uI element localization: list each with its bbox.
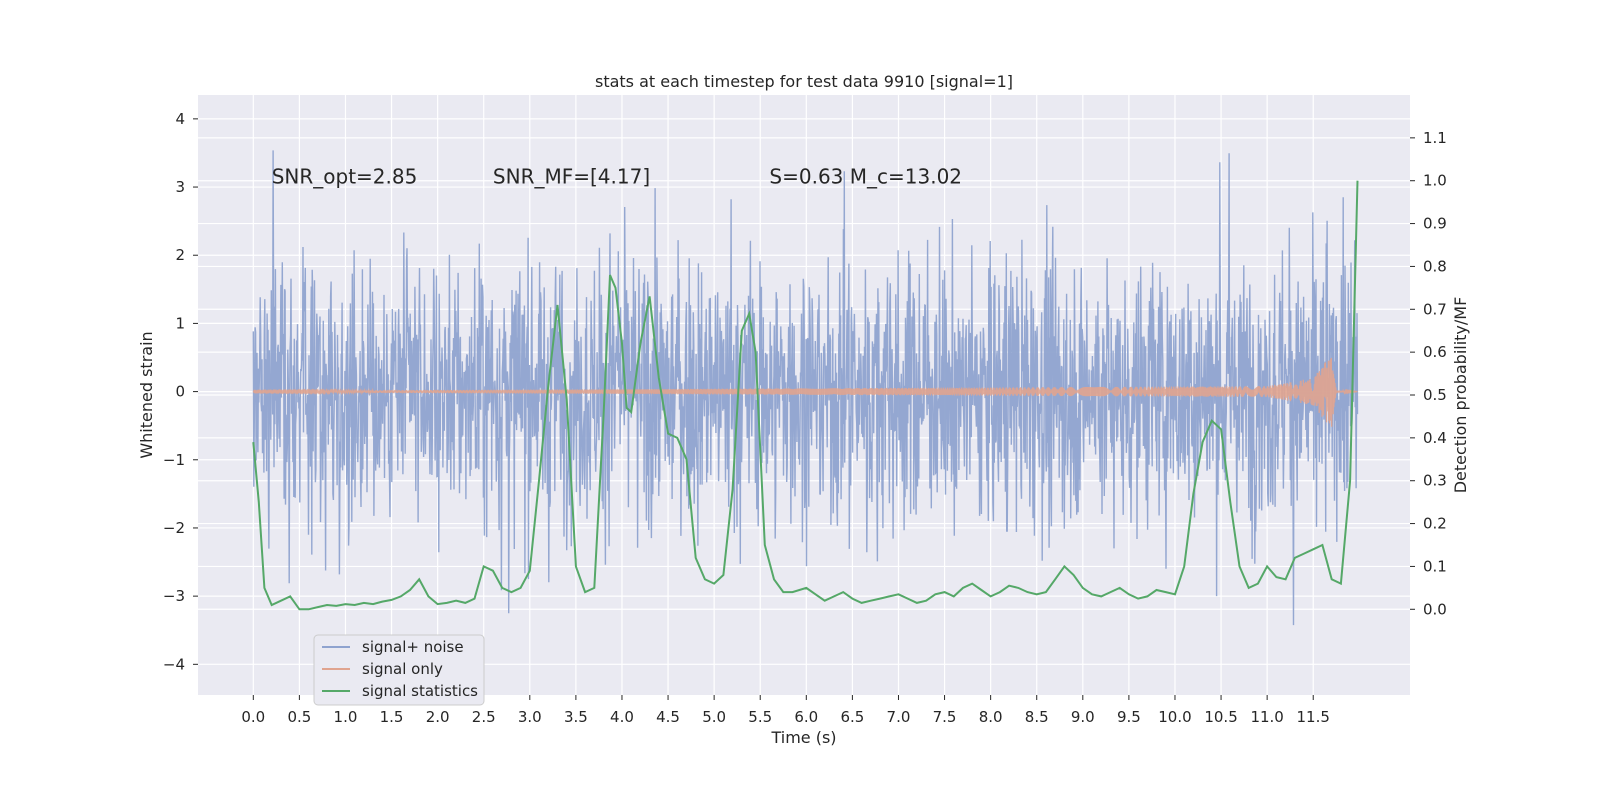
legend-label: signal statistics [362,682,478,700]
x-tick-label: 1.5 [380,708,404,726]
y-right-tick-label: 0.6 [1423,343,1447,361]
x-tick-label: 7.5 [933,708,957,726]
y-tick-label: 1 [175,314,185,332]
legend-label: signal only [362,660,443,678]
y-axis-label: Whitened strain [137,331,156,458]
y-tick-label: 2 [175,246,185,264]
x-tick-label: 9.0 [1071,708,1095,726]
y-right-tick-label: 0.9 [1423,215,1447,233]
legend-label: signal+ noise [362,638,464,656]
series-signal-only [252,357,1358,427]
y-right-tick-label: 0.7 [1423,300,1447,318]
x-tick-label: 6.0 [794,708,818,726]
x-tick-label: 6.5 [840,708,864,726]
chart-title: stats at each timestep for test data 991… [595,72,1013,91]
y-right-tick-label: 0.2 [1423,515,1447,533]
x-tick-label: 5.5 [748,708,772,726]
x-tick-label: 8.5 [1025,708,1049,726]
annotation-1: SNR_MF=[4.17] [493,165,650,189]
legend-box [313,634,485,706]
annotation-0: SNR_opt=2.85 [272,165,418,189]
y-tick-label: 0 [175,383,185,401]
x-tick-label: 7.0 [887,708,911,726]
annotation-2: S=0.63 M_c=13.02 [769,165,962,189]
x-tick-label: 0.5 [287,708,311,726]
x-tick-label: 10.5 [1204,708,1237,726]
y-axis-right-label: Detection probability/MF [1451,297,1470,494]
x-tick-label: 3.0 [518,708,542,726]
y-right-tick-label: 0.4 [1423,429,1447,447]
y-right-tick-label: 0.0 [1423,600,1447,618]
signal-statistics-line [252,180,1359,611]
x-tick-label: 4.0 [610,708,634,726]
x-tick-label: 0.0 [241,708,265,726]
y-right-tick-label: 0.5 [1423,386,1447,404]
y-right-tick-label: 0.1 [1423,557,1447,575]
x-tick-label: 2.5 [472,708,496,726]
y-tick-label: −1 [163,451,185,469]
y-tick-label: −3 [163,587,185,605]
y-right-tick-label: 1.0 [1423,172,1447,190]
x-tick-label: 5.0 [702,708,726,726]
series-signal-statistics [252,180,1359,611]
x-tick-label: 11.0 [1250,708,1283,726]
y-tick-label: 4 [175,110,185,128]
legend: signal+ noise signal only signal statistic… [313,634,485,706]
y-right-tick-label: 1.1 [1423,129,1447,147]
x-tick-label: 1.0 [334,708,358,726]
signal-only-line [252,357,1358,427]
y-right-tick-label: 0.3 [1423,472,1447,490]
x-tick-label: 3.5 [564,708,588,726]
axis-ticks: 0.0 0.5 1.0 1.5 2.0 2.5 3.0 3.5 4.0 4.5 5.0 5.5 6.0 6… [163,110,1447,726]
signal-plus-noise-line [252,150,1359,626]
x-tick-label: 11.5 [1297,708,1330,726]
annotations: SNR_opt=2.85 SNR_MF=[4.17] S=0.63 M_c=13.0… [272,165,962,189]
x-tick-label: 4.5 [656,708,680,726]
x-tick-label: 8.0 [979,708,1003,726]
y-tick-label: −4 [163,655,185,673]
y-tick-label: 3 [175,178,185,196]
y-tick-label: −2 [163,519,185,537]
series-signal-plus-noise [252,150,1359,626]
x-tick-label: 10.0 [1158,708,1191,726]
y-right-tick-label: 0.8 [1423,257,1447,275]
x-tick-label: 2.0 [426,708,450,726]
x-tick-label: 9.5 [1117,708,1141,726]
x-axis-label: Time (s) [770,728,836,747]
